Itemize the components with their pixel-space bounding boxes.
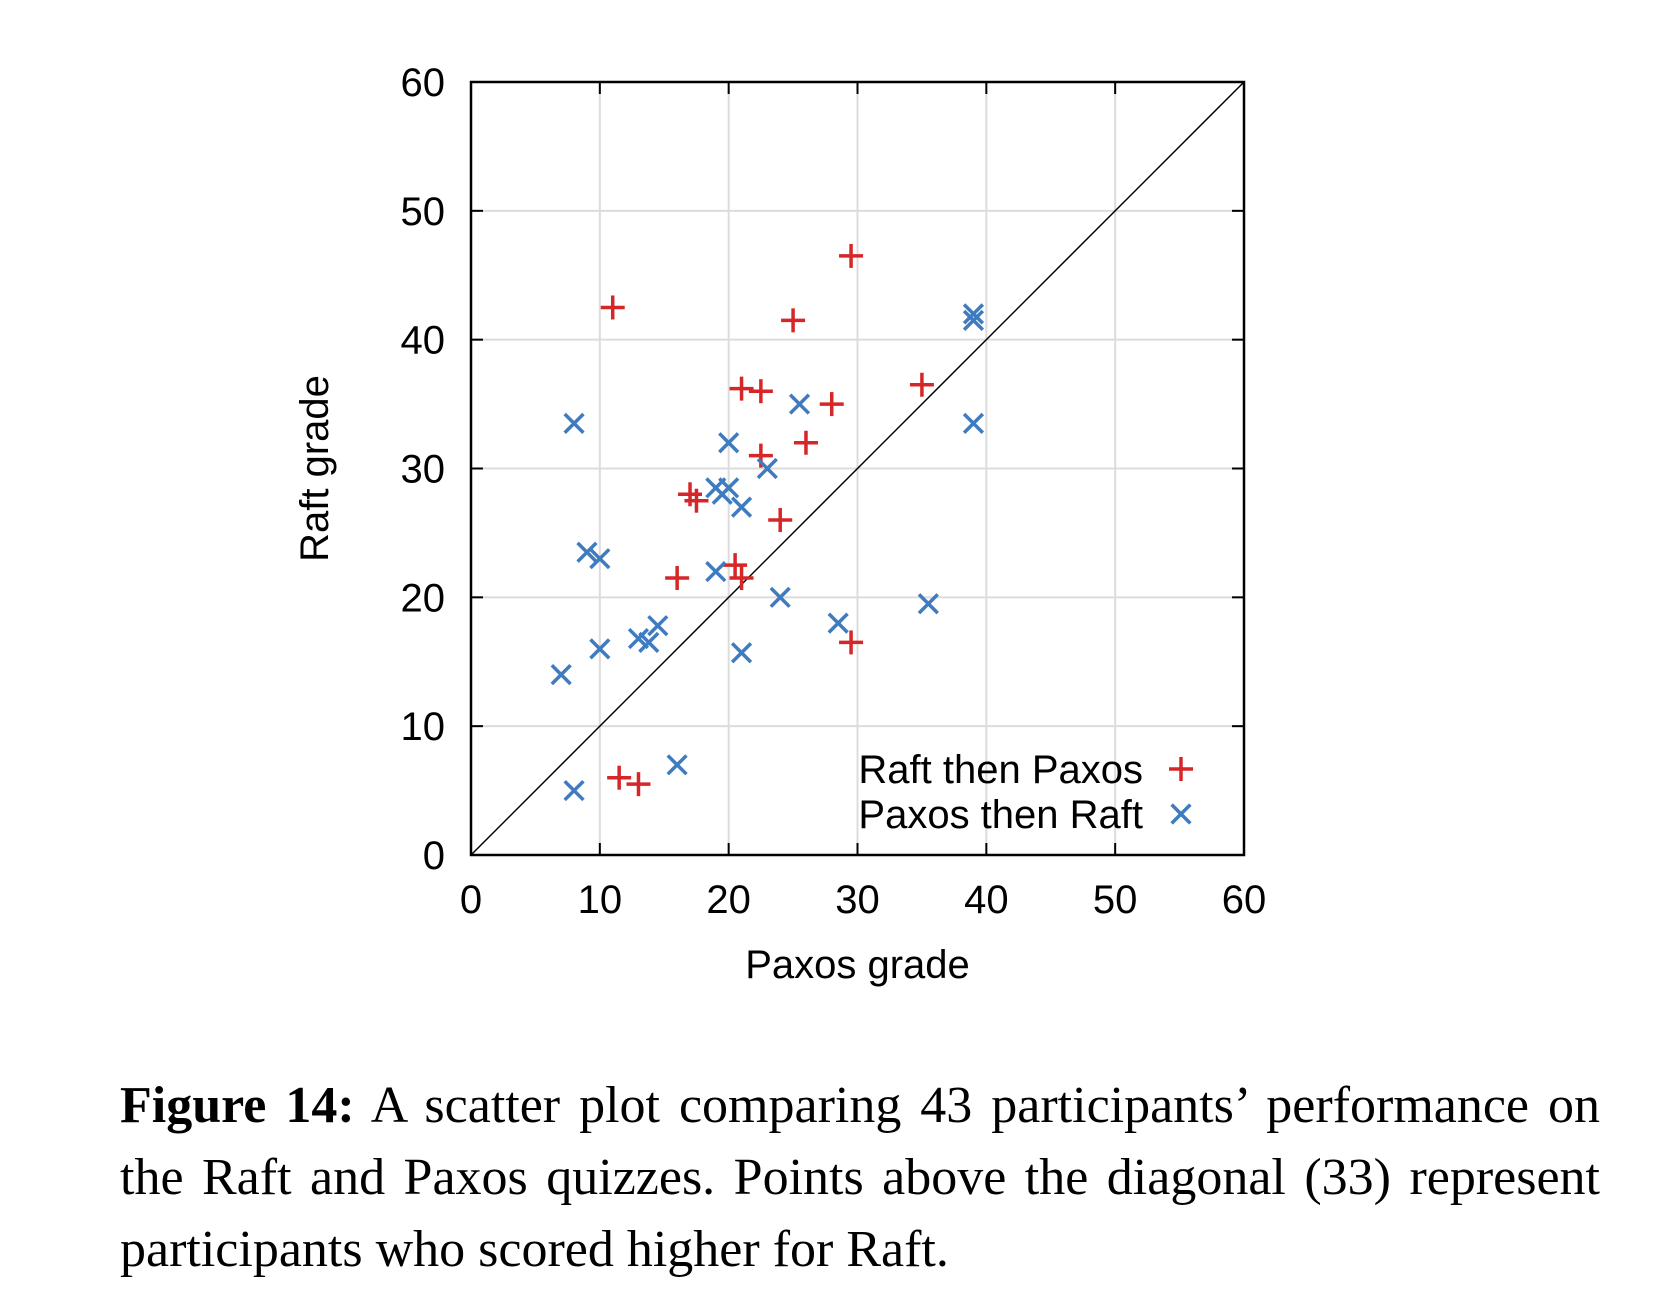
data-point-plus — [600, 295, 625, 320]
data-point-x — [563, 412, 585, 435]
x-tick-label: 10 — [578, 878, 623, 922]
y-tick-label: 10 — [401, 705, 446, 749]
data-point-plus — [909, 372, 934, 397]
data-point-x — [718, 432, 740, 454]
x-tick-label: 50 — [1093, 878, 1138, 922]
data-point-x — [589, 638, 611, 660]
data-point-x — [550, 664, 572, 686]
legend: Raft then Paxos Paxos then Raft — [858, 748, 1193, 837]
plot-frame — [469, 80, 1246, 857]
data-point-x — [962, 303, 985, 325]
data-point-plus — [839, 243, 864, 268]
data-point-x — [962, 309, 985, 331]
caption-label: Figure 14: — [120, 1077, 355, 1134]
data-point-plus — [839, 630, 864, 655]
x-tick-labels: 0 10 20 30 40 50 60 — [460, 878, 1266, 922]
x-tick-label: 20 — [706, 878, 751, 922]
legend-x-mark — [1170, 803, 1192, 825]
data-point-x — [638, 631, 660, 654]
y-tick-label: 40 — [401, 319, 446, 363]
y-tick-label: 0 — [423, 834, 445, 878]
x-axis-label: Paxos grade — [745, 943, 970, 987]
legend-marker-x — [1170, 803, 1192, 825]
data-point-plus — [793, 430, 818, 455]
data-point-plus — [748, 379, 773, 404]
data-point-x — [962, 412, 985, 435]
y-tick-label: 50 — [401, 190, 446, 234]
data-point-plus — [684, 488, 709, 513]
data-points — [550, 243, 985, 802]
x-tick-label: 40 — [964, 878, 1009, 922]
data-point-x — [576, 541, 598, 563]
data-point-plus — [781, 308, 806, 333]
figure-caption: Figure 14: A scatter plot comparing 43 p… — [120, 1070, 1600, 1286]
y-tick-labels: 0 10 20 30 40 50 60 — [401, 61, 446, 878]
data-point-x — [666, 754, 688, 776]
data-point-x — [730, 496, 753, 518]
data-point-plus — [768, 508, 793, 533]
data-point-x — [563, 779, 585, 802]
data-point-plus — [626, 772, 651, 797]
data-point-plus — [607, 765, 632, 790]
data-point-plus — [819, 392, 844, 417]
y-tick-label: 60 — [401, 61, 446, 105]
data-point-plus — [665, 566, 690, 591]
data-point-x — [769, 586, 791, 608]
data-point-x — [730, 642, 753, 664]
legend-plus-mark — [1169, 757, 1193, 781]
diagonal-line — [470, 81, 1245, 856]
legend-entry-raft-then-paxos: Raft then Paxos — [858, 748, 1143, 792]
caption-text: A scatter plot comparing 43 participants… — [120, 1077, 1600, 1278]
x-tick-label: 60 — [1222, 878, 1267, 922]
data-point-x — [827, 612, 849, 634]
y-axis-label: Raft grade — [293, 375, 337, 562]
x-tick-label: 0 — [460, 878, 482, 922]
data-point-x — [705, 560, 727, 583]
data-point-x — [788, 393, 811, 415]
data-point-x — [756, 457, 778, 480]
data-point-plus — [678, 482, 703, 507]
x-tick-label: 30 — [835, 878, 880, 922]
legend-marker-plus — [1169, 757, 1193, 781]
data-point-plus — [723, 553, 748, 578]
data-point-x — [711, 483, 733, 505]
data-point-x — [589, 548, 611, 570]
data-point-x — [647, 615, 669, 637]
data-point-plus — [729, 376, 754, 401]
y-tick-label: 20 — [401, 576, 446, 620]
legend-entry-paxos-then-raft: Paxos then Raft — [858, 793, 1143, 837]
data-point-x — [917, 593, 939, 615]
y-tick-label: 30 — [401, 448, 446, 492]
data-point-plus — [729, 566, 754, 591]
